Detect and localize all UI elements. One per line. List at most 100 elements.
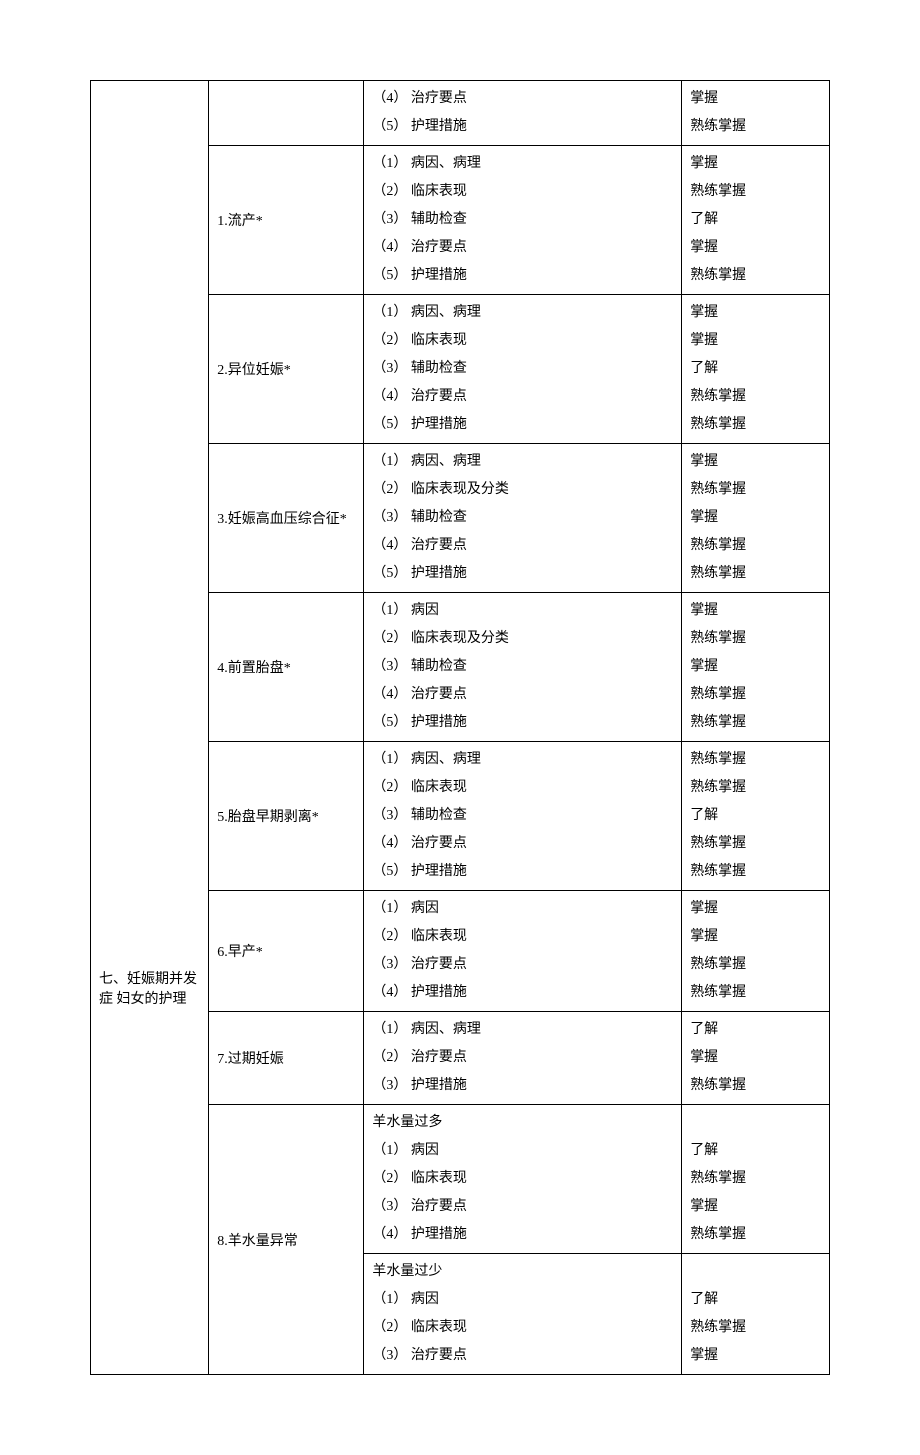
content-item: （4） 治疗要点	[372, 234, 673, 262]
content-item: （3） 辅助检查	[372, 653, 673, 681]
content-item: （1） 病因	[372, 597, 673, 625]
level-item: 掌握	[690, 895, 821, 923]
topic-cell: 6.早产*	[209, 891, 364, 1012]
level-item: 熟练掌握	[690, 178, 821, 206]
level-item: 熟练掌握	[690, 560, 821, 588]
level-item: 了解	[690, 206, 821, 234]
level-item: 掌握	[690, 234, 821, 262]
content-item: （4） 护理措施	[372, 979, 673, 1007]
content-item: （2） 临床表现	[372, 1314, 673, 1342]
level-item: 熟练掌握	[690, 1314, 821, 1342]
level-cell: 了解 熟练掌握 掌握 熟练掌握	[682, 1105, 830, 1254]
topic-cell: 8.羊水量异常	[209, 1105, 364, 1375]
content-item: （4） 治疗要点	[372, 681, 673, 709]
level-blank	[690, 1109, 821, 1137]
topic-cell: 2.异位妊娠*	[209, 295, 364, 444]
level-item: 熟练掌握	[690, 625, 821, 653]
level-cell: 掌握 熟练掌握 了解 掌握 熟练掌握	[682, 146, 830, 295]
topic-cell: 4.前置胎盘*	[209, 593, 364, 742]
level-cell: 掌握 掌握 了解 熟练掌握 熟练掌握	[682, 295, 830, 444]
content-item: （3） 辅助检查	[372, 802, 673, 830]
level-item: 掌握	[690, 504, 821, 532]
content-cell: （1） 病因、病理 （2） 临床表现 （3） 辅助检查 （4） 治疗要点 （5）…	[364, 295, 682, 444]
content-item: （2） 临床表现及分类	[372, 476, 673, 504]
level-blank	[690, 1258, 821, 1286]
content-item: （2） 治疗要点	[372, 1044, 673, 1072]
level-item: 了解	[690, 1137, 821, 1165]
content-item: （1） 病因	[372, 1286, 673, 1314]
level-item: 熟练掌握	[690, 262, 821, 290]
content-cell: （1） 病因、病理 （2） 临床表现 （3） 辅助检查 （4） 治疗要点 （5）…	[364, 146, 682, 295]
content-cell: （1） 病因、病理 （2） 临床表现及分类 （3） 辅助检查 （4） 治疗要点 …	[364, 444, 682, 593]
section-cell: 七、妊娠期并发症 妇女的护理	[91, 81, 209, 1375]
content-cell: 羊水量过少 （1） 病因 （2） 临床表现 （3） 治疗要点	[364, 1254, 682, 1375]
topic-cell	[209, 81, 364, 146]
table-row: 七、妊娠期并发症 妇女的护理 （4） 治疗要点 （5） 护理措施 掌握 熟练掌握	[91, 81, 830, 146]
content-item: （2） 临床表现	[372, 327, 673, 355]
level-cell: 掌握 熟练掌握 掌握 熟练掌握 熟练掌握	[682, 444, 830, 593]
level-item: 掌握	[690, 597, 821, 625]
content-item: （2） 临床表现	[372, 774, 673, 802]
level-item: 熟练掌握	[690, 709, 821, 737]
content-cell: （1） 病因 （2） 临床表现及分类 （3） 辅助检查 （4） 治疗要点 （5）…	[364, 593, 682, 742]
level-item: 掌握	[690, 327, 821, 355]
content-cell: 羊水量过多 （1） 病因 （2） 临床表现 （3） 治疗要点 （4） 护理措施	[364, 1105, 682, 1254]
content-item: （4） 治疗要点	[372, 85, 673, 113]
topic-cell: 5.胎盘早期剥离*	[209, 742, 364, 891]
content-item: （5） 护理措施	[372, 411, 673, 439]
content-item: （3） 治疗要点	[372, 1193, 673, 1221]
level-item: 掌握	[690, 1342, 821, 1370]
topic-label: 8.羊水量异常	[217, 1230, 355, 1250]
content-item: （3） 治疗要点	[372, 951, 673, 979]
level-item: 掌握	[690, 1044, 821, 1072]
level-item: 熟练掌握	[690, 858, 821, 886]
level-item: 熟练掌握	[690, 411, 821, 439]
content-item: （5） 护理措施	[372, 560, 673, 588]
level-item: 熟练掌握	[690, 1072, 821, 1100]
content-item: （1） 病因、病理	[372, 299, 673, 327]
level-item: 熟练掌握	[690, 113, 821, 141]
topic-label: 6.早产*	[217, 941, 355, 961]
level-cell: 掌握 掌握 熟练掌握 熟练掌握	[682, 891, 830, 1012]
level-item: 了解	[690, 1286, 821, 1314]
topic-cell: 3.妊娠高血压综合征*	[209, 444, 364, 593]
content-item: （4） 治疗要点	[372, 383, 673, 411]
level-item: 熟练掌握	[690, 830, 821, 858]
content-item: （5） 护理措施	[372, 113, 673, 141]
content-item: （1） 病因	[372, 895, 673, 923]
level-item: 熟练掌握	[690, 383, 821, 411]
topic-cell: 1.流产*	[209, 146, 364, 295]
level-cell: 掌握 熟练掌握	[682, 81, 830, 146]
topic-label: 4.前置胎盘*	[217, 657, 355, 677]
content-item: （1） 病因、病理	[372, 150, 673, 178]
topic-label: 5.胎盘早期剥离*	[217, 806, 355, 826]
level-item: 熟练掌握	[690, 681, 821, 709]
content-item: （3） 治疗要点	[372, 1342, 673, 1370]
content-subheading: 羊水量过少	[372, 1258, 673, 1286]
level-item: 熟练掌握	[690, 979, 821, 1007]
content-cell: （1） 病因、病理 （2） 治疗要点 （3） 护理措施	[364, 1012, 682, 1105]
content-item: （2） 临床表现	[372, 1165, 673, 1193]
level-cell: 了解 掌握 熟练掌握	[682, 1012, 830, 1105]
level-item: 掌握	[690, 85, 821, 113]
content-item: （1） 病因、病理	[372, 746, 673, 774]
level-item: 掌握	[690, 923, 821, 951]
level-item: 掌握	[690, 1193, 821, 1221]
topic-label: 2.异位妊娠*	[217, 359, 355, 379]
content-item: （2） 临床表现	[372, 923, 673, 951]
level-cell: 掌握 熟练掌握 掌握 熟练掌握 熟练掌握	[682, 593, 830, 742]
level-item: 熟练掌握	[690, 1221, 821, 1249]
syllabus-table: 七、妊娠期并发症 妇女的护理 （4） 治疗要点 （5） 护理措施 掌握 熟练掌握…	[90, 80, 830, 1375]
level-item: 了解	[690, 355, 821, 383]
topic-label: 7.过期妊娠	[217, 1048, 355, 1068]
content-item: （3） 辅助检查	[372, 206, 673, 234]
level-item: 掌握	[690, 150, 821, 178]
content-item: （4） 治疗要点	[372, 532, 673, 560]
content-subheading: 羊水量过多	[372, 1109, 673, 1137]
content-item: （4） 护理措施	[372, 1221, 673, 1249]
content-item: （2） 临床表现	[372, 178, 673, 206]
section-title: 七、妊娠期并发症 妇女的护理	[99, 968, 200, 1008]
content-item: （4） 治疗要点	[372, 830, 673, 858]
level-item: 掌握	[690, 653, 821, 681]
level-item: 熟练掌握	[690, 1165, 821, 1193]
